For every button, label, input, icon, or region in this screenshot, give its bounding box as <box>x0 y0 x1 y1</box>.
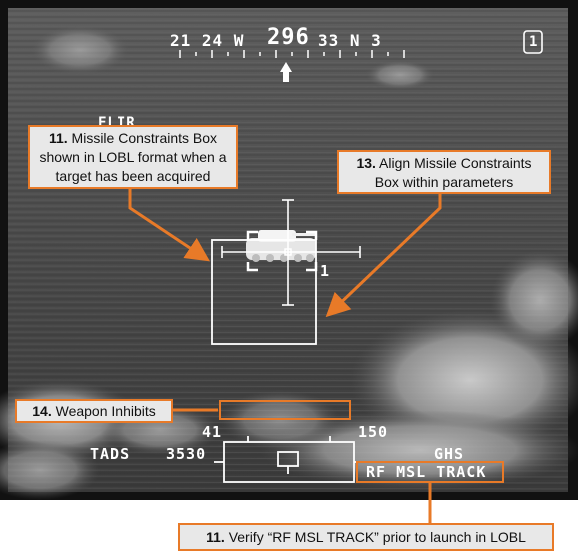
callout-number: 11. <box>206 529 225 545</box>
mode-box <box>523 30 543 54</box>
heading-scale-right: 33 N 3 <box>318 31 382 50</box>
callout-text: Missile Constraints Box shown in LOBL fo… <box>39 130 227 184</box>
callout-number: 14. <box>32 403 52 419</box>
field-of-regard <box>214 436 364 483</box>
target-vehicle <box>246 230 316 262</box>
weapon-inhibit-highlight <box>219 400 351 420</box>
acquisition-label: GHS <box>434 445 465 463</box>
upper-left-value: 41 <box>202 423 223 441</box>
flir-display <box>0 0 578 500</box>
msl-track-highlight <box>356 461 504 483</box>
heading-pointer <box>280 62 292 82</box>
line-of-sight-reticle <box>284 248 292 256</box>
callout-text: Weapon Inhibits <box>55 403 156 419</box>
callout-missile-constraints-box: 11. Missile Constraints Box shown in LOB… <box>28 125 238 189</box>
upper-right-value: 150 <box>358 423 389 441</box>
callout-text: Align Missile Constraints Box within par… <box>374 155 532 190</box>
mode-number: 1 <box>529 34 539 50</box>
missile-constraints-box <box>211 239 317 345</box>
heading-value: 296 <box>267 25 310 50</box>
missile-count: 1 <box>320 262 331 280</box>
heading-scale-left: 21 24 W <box>170 31 245 50</box>
callout-weapon-inhibits: 14. Weapon Inhibits <box>15 399 173 423</box>
target-gate <box>246 230 318 272</box>
callout-number: 13. <box>356 155 376 171</box>
heading-tape-ticks <box>179 50 405 58</box>
range-value: 3530 <box>166 445 207 463</box>
callout-align-box: 13. Align Missile Constraints Box within… <box>337 150 551 194</box>
rf-msl-track: RF MSL TRACK <box>366 463 487 481</box>
sight-label: TADS <box>90 445 131 463</box>
callout-number: 11. <box>48 130 68 146</box>
callout-verify-msl-track: 11. Verify “RF MSL TRACK” prior to launc… <box>178 523 554 551</box>
callout-text: Verify “RF MSL TRACK” prior to launch in… <box>228 529 526 545</box>
